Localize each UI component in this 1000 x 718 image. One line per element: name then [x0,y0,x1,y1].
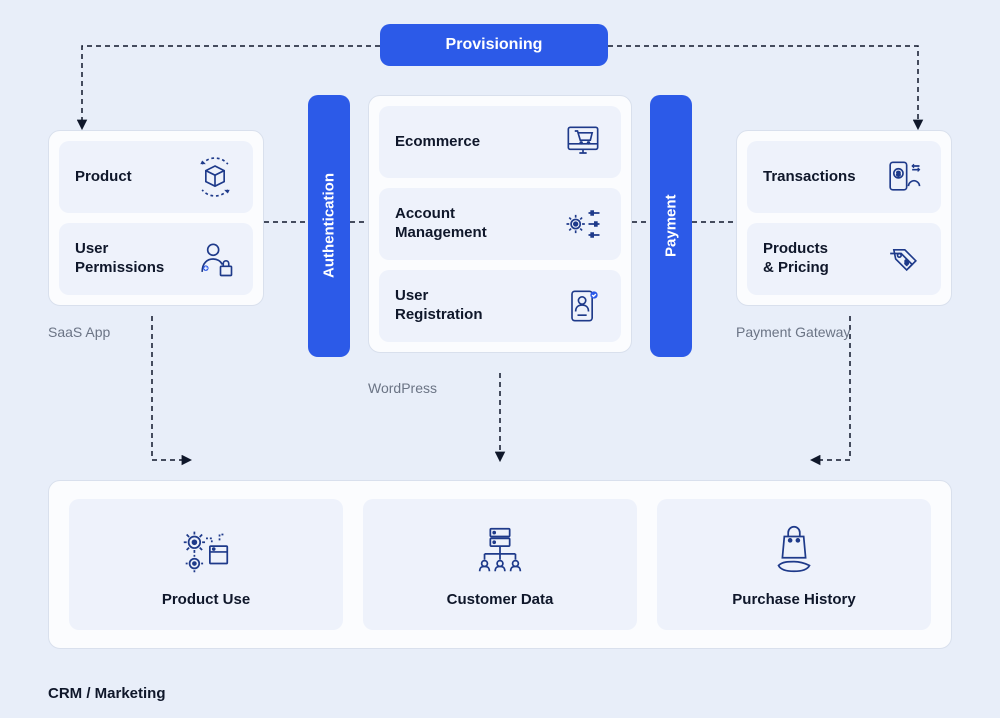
product-use-label: Product Use [162,591,250,608]
gateway-label: Payment Gateway [736,324,850,340]
package-cycle-icon [193,155,237,199]
customer-data-label: Customer Data [447,591,554,608]
provisioning-pill: Provisioning [380,24,608,66]
purchase-history-card: Purchase History [657,499,931,630]
pricing-card: Products & Pricing $ [747,223,941,295]
gears-box-icon [177,521,235,579]
user-reg-card-label: User Registration [395,287,483,325]
user-permissions-card: User Permissions [59,223,253,295]
authentication-label: Authentication [321,174,338,279]
user-reg-card: User Registration [379,270,621,342]
svg-text:$: $ [897,171,901,178]
payment-label: Payment [663,195,680,258]
cart-monitor-icon [561,120,605,164]
wordpress-group: Ecommerce Account Management User Regist… [368,95,632,353]
product-use-card: Product Use [69,499,343,630]
ecommerce-card: Ecommerce [379,106,621,178]
pricing-card-label: Products & Pricing [763,240,829,278]
product-card: Product [59,141,253,213]
id-card-icon [561,284,605,328]
product-card-label: Product [75,168,132,187]
svg-text:$: $ [905,260,909,267]
saas-app-group: Product User Permissions [48,130,264,306]
gateway-group: Transactions $ Products & Pricing $ [736,130,952,306]
account-mgmt-card: Account Management [379,188,621,260]
wordpress-label: WordPress [368,380,437,396]
phone-money-icon: $ [881,155,925,199]
transactions-card-label: Transactions [763,168,856,187]
bag-hand-icon [765,521,823,579]
provisioning-label: Provisioning [446,36,543,54]
price-tags-icon: $ [881,237,925,281]
authentication-pill: Authentication [308,95,350,357]
ecommerce-card-label: Ecommerce [395,133,480,152]
gear-list-icon [561,202,605,246]
architecture-diagram: Provisioning Authentication Payment Prod… [0,0,1000,718]
payment-pill: Payment [650,95,692,357]
transactions-card: Transactions $ [747,141,941,213]
saas-app-label: SaaS App [48,324,110,340]
user-lock-icon [193,237,237,281]
user-permissions-card-label: User Permissions [75,240,164,278]
purchase-history-label: Purchase History [732,591,855,608]
server-people-icon [471,521,529,579]
crm-marketing-label: CRM / Marketing [48,685,166,702]
account-mgmt-card-label: Account Management [395,205,487,243]
customer-data-card: Customer Data [363,499,637,630]
crm-group: Product Use Customer Data Purchase Histo… [48,480,952,649]
